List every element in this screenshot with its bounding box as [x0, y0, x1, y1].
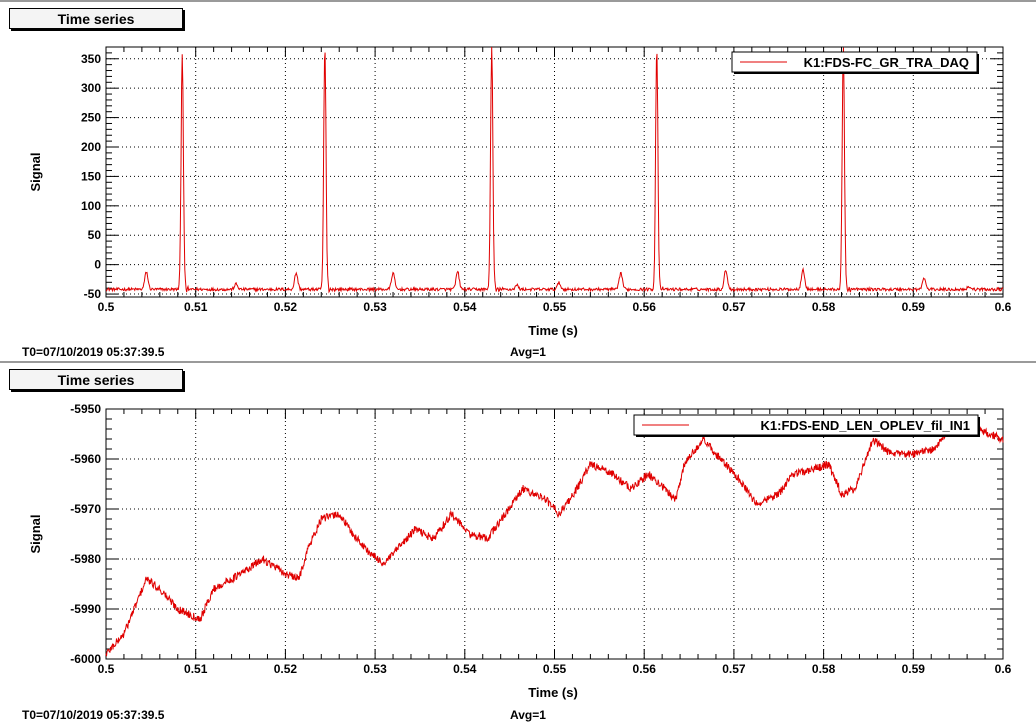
chart-top: 0.5 0.51 0.52 0.53 0.54 0.55 0.56 0.57 0.58 0.59 0…: [28, 46, 1012, 338]
x-tick-label: 0.55: [543, 662, 567, 676]
y-tick-label: 150: [81, 169, 101, 183]
y-tick-label: 100: [81, 199, 101, 213]
y-axis-label: Signal: [28, 514, 43, 553]
x-tick-label: 0.5: [98, 662, 115, 676]
legend-label: K1:FDS-FC_GR_TRA_DAQ: [804, 55, 969, 70]
y-tick-label: 50: [88, 228, 102, 242]
x-tick-label: 0.56: [633, 662, 657, 676]
x-tick-label: 0.6: [995, 662, 1012, 676]
time-series-panel-bottom: Time series 0.5 0.51 0.52 0.53 0.54 0.55 0.56 0…: [0, 361, 1036, 722]
x-tick-label: 0.51: [184, 662, 208, 676]
y-tick-label: -5970: [70, 502, 101, 516]
x-tick-label: 0.57: [722, 300, 746, 314]
x-tick-label: 0.6: [995, 300, 1012, 314]
x-axis-label: Time (s): [528, 323, 578, 338]
x-tick-label: 0.58: [812, 662, 836, 676]
x-tick-label: 0.51: [184, 300, 208, 314]
chart-bottom: 0.5 0.51 0.52 0.53 0.54 0.55 0.56 0.57 0.58 0.59 0…: [28, 402, 1012, 700]
footer-t0: T0=07/10/2019 05:37:39.5: [22, 708, 165, 722]
x-tick-label: 0.53: [363, 300, 387, 314]
series-line: [106, 46, 1004, 294]
y-tick-label: 350: [81, 52, 101, 66]
panel-title: Time series: [9, 8, 183, 29]
x-tick-label: 0.54: [453, 662, 477, 676]
footer-avg: Avg=1: [510, 345, 546, 359]
x-tick-label: 0.53: [363, 662, 387, 676]
x-tick-label: 0.59: [902, 300, 926, 314]
series-line: [105, 414, 1004, 657]
y-tick-label: 250: [81, 111, 101, 125]
y-axis-label: Signal: [28, 152, 43, 191]
y-tick-label: 200: [81, 140, 101, 154]
y-tick-label: 0: [94, 258, 101, 272]
x-tick-label: 0.5: [98, 300, 115, 314]
y-tick-label: -6000: [70, 652, 101, 666]
y-tick-label: -5980: [70, 552, 101, 566]
x-tick-label: 0.56: [633, 300, 657, 314]
legend-box: [731, 51, 978, 73]
x-tick-label: 0.54: [453, 300, 477, 314]
time-series-panel-top: Time series 0.5 0.51 0.52 0.53 0.54 0.55 0.56 0…: [0, 0, 1036, 361]
x-tick-label: 0.59: [902, 662, 926, 676]
y-tick-label: -5990: [70, 602, 101, 616]
x-tick-label: 0.55: [543, 300, 567, 314]
x-tick-label: 0.52: [274, 300, 298, 314]
x-axis-label: Time (s): [528, 685, 578, 700]
y-tick-label: -5960: [70, 452, 101, 466]
y-tick-label: 300: [81, 81, 101, 95]
footer-t0: T0=07/10/2019 05:37:39.5: [22, 345, 165, 359]
legend-label: K1:FDS-END_LEN_OPLEV_fil_IN1: [761, 418, 971, 433]
legend-box: [633, 414, 979, 436]
y-tick-label: -50: [84, 287, 102, 301]
x-tick-label: 0.52: [274, 662, 298, 676]
panel-title: Time series: [9, 369, 183, 390]
footer-avg: Avg=1: [510, 708, 546, 722]
y-tick-label: -5950: [70, 402, 101, 416]
x-tick-label: 0.57: [722, 662, 746, 676]
x-tick-label: 0.58: [812, 300, 836, 314]
